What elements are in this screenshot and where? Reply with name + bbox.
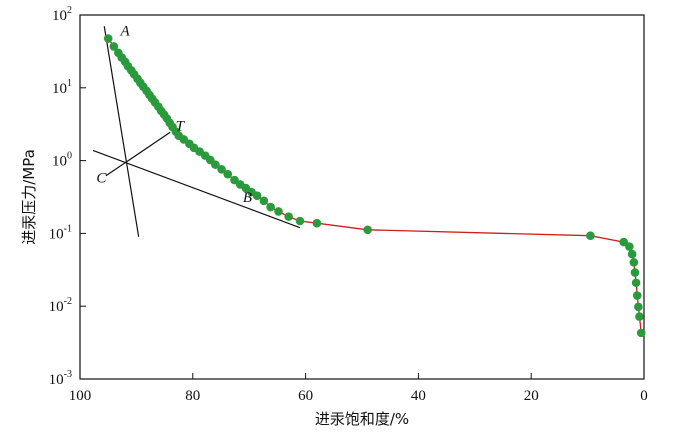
data-point <box>636 328 646 338</box>
y-axis-title: 进汞压力/MPa <box>20 149 38 245</box>
data-point <box>627 249 637 259</box>
x-tick-label: 100 <box>69 388 92 404</box>
data-point <box>217 164 226 174</box>
annotations: A T C B <box>96 24 252 206</box>
y-tick-label: 102 <box>52 5 72 24</box>
y-tick-label: 101 <box>52 78 72 97</box>
annotation-label: A <box>120 24 131 40</box>
tangent-line <box>105 131 171 177</box>
data-point <box>312 218 322 228</box>
data-point <box>211 160 220 169</box>
data-point <box>266 202 275 212</box>
y-tick-label: 100 <box>52 151 72 170</box>
y-tick-label: 10-2 <box>49 296 72 315</box>
annotation-label: T <box>176 118 186 134</box>
x-axis-title: 进汞饱和度/% <box>315 410 409 428</box>
x-tick-label: 80 <box>185 388 200 404</box>
data-point <box>632 291 642 300</box>
annotation-label: C <box>96 171 107 187</box>
reference-lines <box>92 26 301 237</box>
tangent-line <box>92 149 301 229</box>
data-point <box>630 268 640 277</box>
data-point <box>109 42 119 51</box>
x-tick-label: 60 <box>298 388 313 404</box>
y-tick-labels: 102 101 100 10-1 10-2 10-3 <box>49 5 72 388</box>
data-point <box>259 196 269 206</box>
x-tick-labels: 100 80 60 40 20 0 <box>69 388 648 404</box>
data-point <box>629 258 639 267</box>
data-point <box>635 312 644 321</box>
data-points <box>103 34 646 338</box>
x-tick-label: 20 <box>524 388 539 404</box>
data-point <box>295 216 305 226</box>
x-tick-label: 0 <box>640 388 648 404</box>
data-point <box>363 225 372 235</box>
data-point <box>284 212 293 221</box>
data-point <box>625 242 634 251</box>
tick-marks <box>79 14 645 380</box>
y-tick-label: 10-1 <box>49 223 72 242</box>
annotation-label: B <box>243 190 252 206</box>
data-point <box>223 169 233 179</box>
x-tick-label: 40 <box>411 388 426 404</box>
y-tick-label: 10-3 <box>49 369 72 388</box>
tangent-line <box>103 26 140 237</box>
data-point <box>103 34 113 43</box>
plot-frame <box>79 14 645 380</box>
data-point <box>274 207 283 216</box>
data-point <box>252 191 262 200</box>
data-point <box>631 278 641 288</box>
data-point <box>634 302 643 312</box>
data-point <box>586 231 595 240</box>
